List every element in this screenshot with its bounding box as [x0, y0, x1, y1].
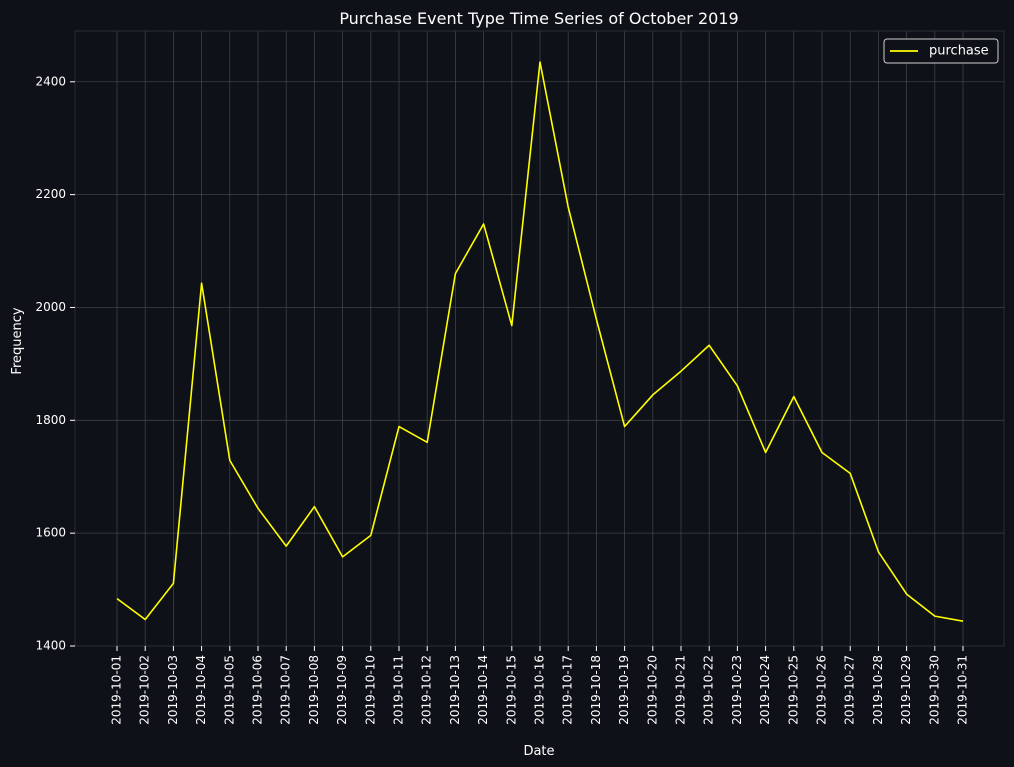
series-layer — [116, 61, 964, 622]
y-tick-label: 2000 — [35, 300, 66, 314]
legend-label: purchase — [929, 44, 989, 59]
axes: 2019-10-01 2019-10-02 2019-10-03 2019-10-04… — [35, 30, 1005, 725]
x-tick-label: 2019-10-14 — [476, 655, 490, 725]
y-tick-label: 2400 — [35, 74, 66, 88]
x-tick-label: 2019-10-18 — [589, 655, 603, 725]
x-tick-label: 2019-10-19 — [617, 655, 631, 725]
x-tick-label: 2019-10-23 — [730, 655, 744, 725]
x-tick-label: 2019-10-01 — [110, 655, 124, 725]
y-tick-label: 1800 — [35, 413, 66, 427]
x-tick-label: 2019-10-02 — [138, 655, 152, 725]
x-tick-label: 2019-10-09 — [335, 655, 349, 725]
x-tick-label: 2019-10-27 — [843, 655, 857, 725]
x-tick-label: 2019-10-20 — [645, 655, 659, 725]
y-tick-label: 1600 — [35, 526, 66, 540]
x-tick-label: 2019-10-28 — [871, 655, 885, 725]
x-tick-label: 2019-10-11 — [392, 655, 406, 725]
x-tick-label: 2019-10-04 — [194, 655, 208, 725]
x-tick-label: 2019-10-29 — [899, 655, 913, 725]
x-tick-label: 2019-10-12 — [420, 655, 434, 725]
y-axis-label: Frequency — [10, 307, 25, 374]
x-tick-label: 2019-10-21 — [674, 655, 688, 725]
x-tick-label: 2019-10-05 — [222, 655, 236, 725]
x-tick-label: 2019-10-24 — [758, 655, 772, 725]
legend: purchase — [883, 38, 999, 64]
x-tick-label: 2019-10-31 — [956, 655, 970, 725]
plot-frame — [74, 30, 1005, 647]
x-tick-label: 2019-10-17 — [561, 655, 575, 725]
x-tick-label: 2019-10-25 — [786, 655, 800, 725]
y-tick-label: 1400 — [35, 639, 66, 653]
chart-title: Purchase Event Type Time Series of Octob… — [339, 9, 738, 28]
series-line-purchase — [116, 61, 964, 622]
y-tick-label: 2200 — [35, 187, 66, 201]
x-tick-label: 2019-10-13 — [448, 655, 462, 725]
x-tick-label: 2019-10-22 — [702, 655, 716, 725]
x-tick-label: 2019-10-08 — [307, 655, 321, 725]
x-tick-label: 2019-10-06 — [251, 655, 265, 725]
x-tick-label: 2019-10-30 — [927, 655, 941, 725]
x-tick-label: 2019-10-07 — [279, 655, 293, 725]
grid — [75, 31, 1004, 647]
x-tick-label: 2019-10-16 — [533, 655, 547, 725]
x-tick-label: 2019-10-03 — [166, 655, 180, 725]
x-tick-label: 2019-10-15 — [504, 655, 518, 725]
legend-box — [883, 38, 999, 64]
x-tick-label: 2019-10-26 — [815, 655, 829, 725]
x-axis-label: Date — [523, 744, 554, 759]
x-tick-label: 2019-10-10 — [363, 655, 377, 725]
